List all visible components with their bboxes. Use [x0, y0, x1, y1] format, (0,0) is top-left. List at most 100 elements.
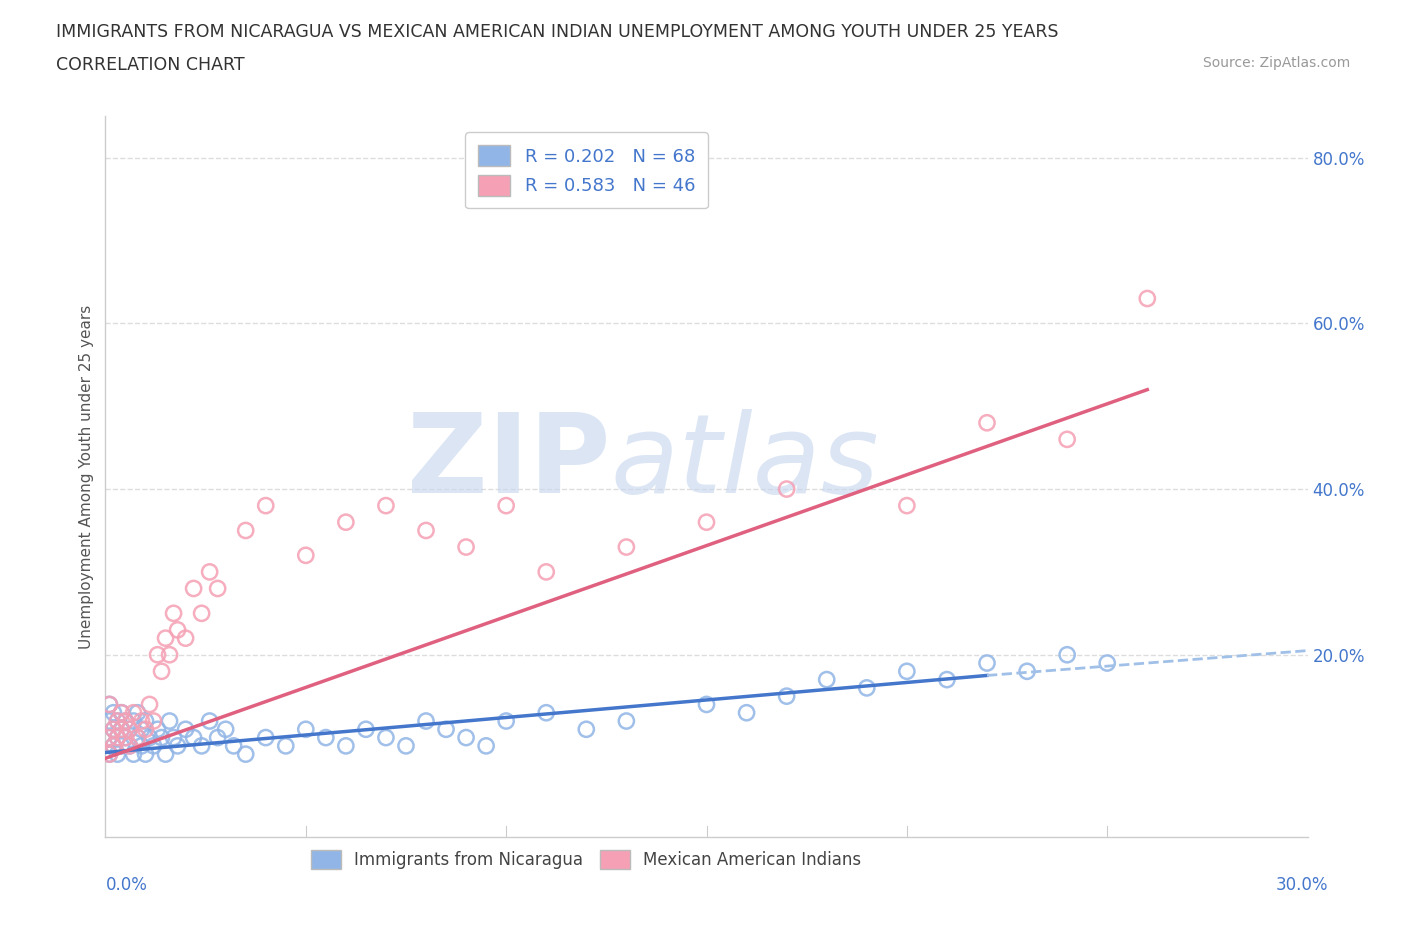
Point [735, 705, 758, 720]
Point [415, 523, 437, 538]
Point [107, 747, 129, 762]
Point [696, 697, 718, 711]
Point [159, 647, 181, 662]
Point [110, 722, 132, 737]
Point [776, 689, 799, 704]
Point [135, 722, 157, 737]
Point [103, 705, 125, 720]
Text: 30.0%: 30.0% [1277, 876, 1329, 895]
Point [114, 730, 136, 745]
Point [1056, 432, 1078, 446]
Point [616, 713, 638, 728]
Point [114, 713, 136, 728]
Point [146, 647, 169, 662]
Point [162, 605, 184, 620]
Point [183, 730, 205, 745]
Point [122, 713, 145, 728]
Point [103, 738, 125, 753]
Point [131, 713, 153, 728]
Point [198, 565, 221, 579]
Point [575, 722, 598, 737]
Point [150, 730, 173, 745]
Point [274, 738, 297, 753]
Point [107, 713, 129, 728]
Point [122, 747, 145, 762]
Point [107, 713, 129, 728]
Point [174, 631, 197, 645]
Point [98, 730, 121, 745]
Point [122, 705, 145, 720]
Point [98, 747, 121, 762]
Point [1017, 664, 1039, 679]
Point [98, 730, 121, 745]
Legend: Immigrants from Nicaragua, Mexican American Indians: Immigrants from Nicaragua, Mexican Ameri… [305, 843, 868, 875]
Point [855, 681, 877, 696]
Point [335, 738, 357, 753]
Point [976, 656, 998, 671]
Point [235, 747, 257, 762]
Point [207, 581, 229, 596]
Point [166, 738, 188, 753]
Point [142, 713, 165, 728]
Point [190, 605, 212, 620]
Point [127, 730, 149, 745]
Point [295, 722, 318, 737]
Point [456, 730, 478, 745]
Text: atlas: atlas [610, 408, 879, 516]
Y-axis label: Unemployment Among Youth under 25 years: Unemployment Among Youth under 25 years [79, 304, 94, 649]
Point [118, 722, 141, 737]
Point [976, 416, 998, 431]
Point [107, 730, 129, 745]
Point [127, 705, 149, 720]
Point [118, 738, 141, 753]
Point [335, 514, 357, 529]
Point [475, 738, 498, 753]
Point [110, 705, 132, 720]
Point [155, 747, 177, 762]
Point [127, 730, 149, 745]
Point [936, 672, 959, 687]
Point [107, 730, 129, 745]
Point [114, 713, 136, 728]
Point [896, 664, 918, 679]
Text: IMMIGRANTS FROM NICARAGUA VS MEXICAN AMERICAN INDIAN UNEMPLOYMENT AMONG YOUTH UN: IMMIGRANTS FROM NICARAGUA VS MEXICAN AME… [56, 23, 1059, 41]
Point [375, 498, 398, 513]
Point [776, 482, 799, 497]
Point [114, 730, 136, 745]
Point [174, 722, 197, 737]
Text: Source: ZipAtlas.com: Source: ZipAtlas.com [1202, 56, 1350, 70]
Point [495, 713, 517, 728]
Point [103, 722, 125, 737]
Point [1056, 647, 1078, 662]
Point [198, 713, 221, 728]
Point [696, 514, 718, 529]
Point [495, 498, 517, 513]
Point [131, 722, 153, 737]
Point [142, 738, 165, 753]
Point [315, 730, 337, 745]
Point [103, 722, 125, 737]
Point [1136, 291, 1159, 306]
Point [214, 722, 236, 737]
Point [235, 523, 257, 538]
Point [295, 548, 318, 563]
Point [536, 705, 558, 720]
Point [155, 631, 177, 645]
Point [434, 722, 457, 737]
Point [110, 738, 132, 753]
Point [98, 697, 121, 711]
Point [162, 730, 184, 745]
Point [254, 730, 277, 745]
Text: 0.0%: 0.0% [105, 876, 148, 895]
Point [135, 747, 157, 762]
Point [354, 722, 377, 737]
Point [183, 581, 205, 596]
Point [254, 498, 277, 513]
Point [1097, 656, 1119, 671]
Point [150, 664, 173, 679]
Point [118, 722, 141, 737]
Point [146, 722, 169, 737]
Point [536, 565, 558, 579]
Point [166, 622, 188, 637]
Point [98, 747, 121, 762]
